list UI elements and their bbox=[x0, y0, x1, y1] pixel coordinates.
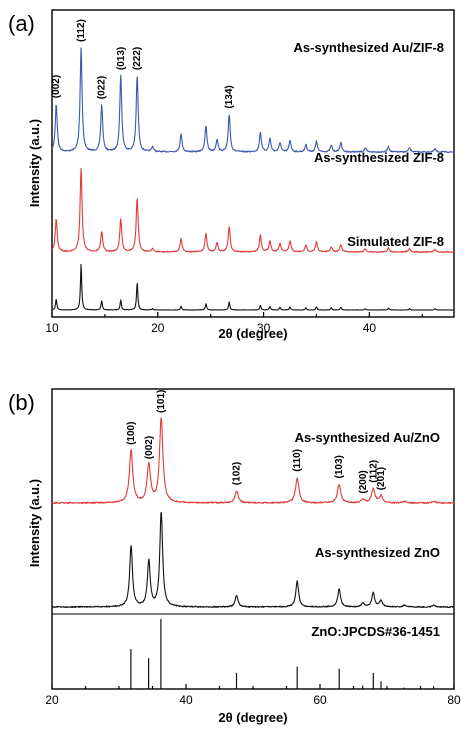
peak-label-022: (022) bbox=[97, 76, 108, 99]
series-as-synthesized-zif-8-line bbox=[51, 167, 455, 253]
peak-label-112: (112) bbox=[368, 460, 379, 483]
x-tick-label: 60 bbox=[313, 693, 327, 707]
panel-a-x-axis-title: 2θ (degree) bbox=[218, 326, 287, 341]
panel-a-peak-labels: (002) (112) (022) (013) (222) (134) bbox=[51, 19, 235, 108]
peak-label-110: (110) bbox=[292, 449, 303, 472]
panel-b-peak-labels: (100) (002) (101) (102) (110) (103) (200) (112)… bbox=[126, 390, 387, 494]
series-as-synthesized-au-zif-8-line bbox=[51, 47, 455, 154]
x-tick-label: 20 bbox=[45, 693, 59, 707]
peak-label-222: (222) bbox=[132, 47, 143, 70]
series-simulated-zif-8-line bbox=[51, 263, 455, 311]
x-tick-label: 40 bbox=[363, 321, 377, 335]
peak-label-134: (134) bbox=[224, 85, 235, 108]
series-label-au-zif8: As-synthesized Au/ZIF-8 bbox=[294, 40, 444, 55]
panel-b-tag: (b) bbox=[8, 390, 35, 415]
panel-b-plot-area bbox=[51, 417, 455, 689]
panel-b: (b) 20 40 60 80 2θ (degree) Intensity (a.u.… bbox=[8, 388, 461, 725]
peak-label-100: (100) bbox=[126, 422, 137, 445]
peak-label-013: (013) bbox=[116, 47, 127, 70]
panel-b-x-axis: 20 40 60 80 bbox=[45, 684, 461, 707]
x-tick-label: 40 bbox=[179, 693, 193, 707]
peak-label-101: (101) bbox=[156, 390, 167, 413]
peak-label-002: (002) bbox=[51, 75, 62, 98]
peak-label-103: (103) bbox=[334, 455, 345, 478]
peak-label-112: (112) bbox=[76, 19, 87, 42]
panel-a: (a) 10 20 30 40 2θ (degree) Intensity (a.u.… bbox=[8, 9, 455, 341]
series-label-zno: As-synthesized ZnO bbox=[315, 545, 440, 560]
panel-b-y-axis-title: Intensity (a.u.) bbox=[27, 479, 42, 567]
x-tick-label: 30 bbox=[257, 321, 271, 335]
series-label-zif8: As-synthesized ZIF-8 bbox=[314, 150, 444, 165]
x-tick-label: 10 bbox=[45, 321, 59, 335]
peak-label-201: (201) bbox=[376, 467, 387, 490]
series-zno-jpcds-36-1451 bbox=[130, 619, 435, 689]
peak-label-102: (102) bbox=[232, 462, 243, 485]
series-as-synthesized-zno-line bbox=[51, 512, 455, 609]
panel-a-plot-area bbox=[51, 47, 455, 311]
panel-a-tag: (a) bbox=[8, 11, 35, 36]
panel-a-frame bbox=[51, 9, 455, 318]
peak-label-002: (002) bbox=[144, 436, 155, 459]
series-label-jcpds-reference: ZnO:JPCDS#36-1451 bbox=[311, 624, 440, 639]
panel-a-y-axis-title: Intensity (a.u.) bbox=[27, 119, 42, 207]
panel-b-x-axis-title: 2θ (degree) bbox=[218, 710, 287, 725]
panel-a-x-axis: 10 20 30 40 bbox=[45, 312, 423, 335]
series-as-synthesized-au-zno-line bbox=[51, 417, 455, 505]
series-label-au-zno: As-synthesized Au/ZnO bbox=[295, 430, 440, 445]
peak-label-200: (200) bbox=[358, 470, 369, 493]
x-tick-label: 20 bbox=[151, 321, 165, 335]
x-tick-label: 80 bbox=[447, 693, 461, 707]
series-label-simulated-zif8: Simulated ZIF-8 bbox=[347, 234, 444, 249]
